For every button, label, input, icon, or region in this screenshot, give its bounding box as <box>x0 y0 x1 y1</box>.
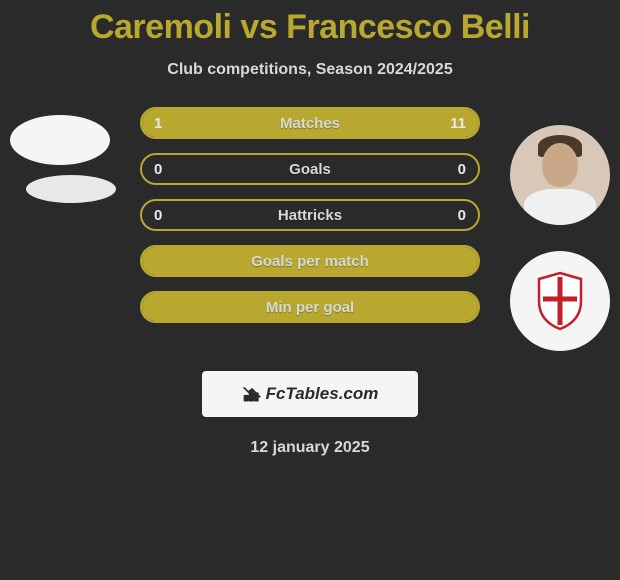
club-shield-icon <box>535 271 585 331</box>
stat-bar: Matches111 <box>140 107 480 139</box>
club-left-badge <box>26 175 116 203</box>
stat-value-left: 0 <box>154 155 162 183</box>
stat-label: Goals per match <box>142 247 478 275</box>
stat-bar: Goals0 0 <box>140 153 480 185</box>
stat-value-right: 0 <box>458 201 466 229</box>
stat-label: Hattricks <box>142 201 478 229</box>
stat-bar: Min per goal <box>140 291 480 323</box>
stat-label: Min per goal <box>142 293 478 321</box>
club-right-badge <box>510 251 610 351</box>
player-left-avatar <box>10 115 110 165</box>
stat-value-right: 11 <box>450 109 466 137</box>
stat-label: Matches <box>142 109 478 137</box>
season-subtitle: Club competitions, Season 2024/2025 <box>0 61 620 79</box>
chart-icon <box>242 384 262 404</box>
footer-date: 12 january 2025 <box>0 439 620 457</box>
stat-bar: Hattricks0 0 <box>140 199 480 231</box>
stat-label: Goals <box>142 155 478 183</box>
stat-bars: Matches111Goals00Hattricks00Goals per ma… <box>140 107 480 323</box>
stat-value-right: 0 <box>458 155 466 183</box>
page-title: Caremoli vs Francesco Belli <box>0 0 620 47</box>
comparison-content: Matches111Goals00Hattricks00Goals per ma… <box>0 107 620 367</box>
player-right-avatar <box>510 125 610 225</box>
site-name: FcTables.com <box>266 384 379 404</box>
stat-value-left: 0 <box>154 201 162 229</box>
stat-value-left: 1 <box>154 109 162 137</box>
stat-bar: Goals per match <box>140 245 480 277</box>
site-badge: FcTables.com <box>202 371 418 417</box>
